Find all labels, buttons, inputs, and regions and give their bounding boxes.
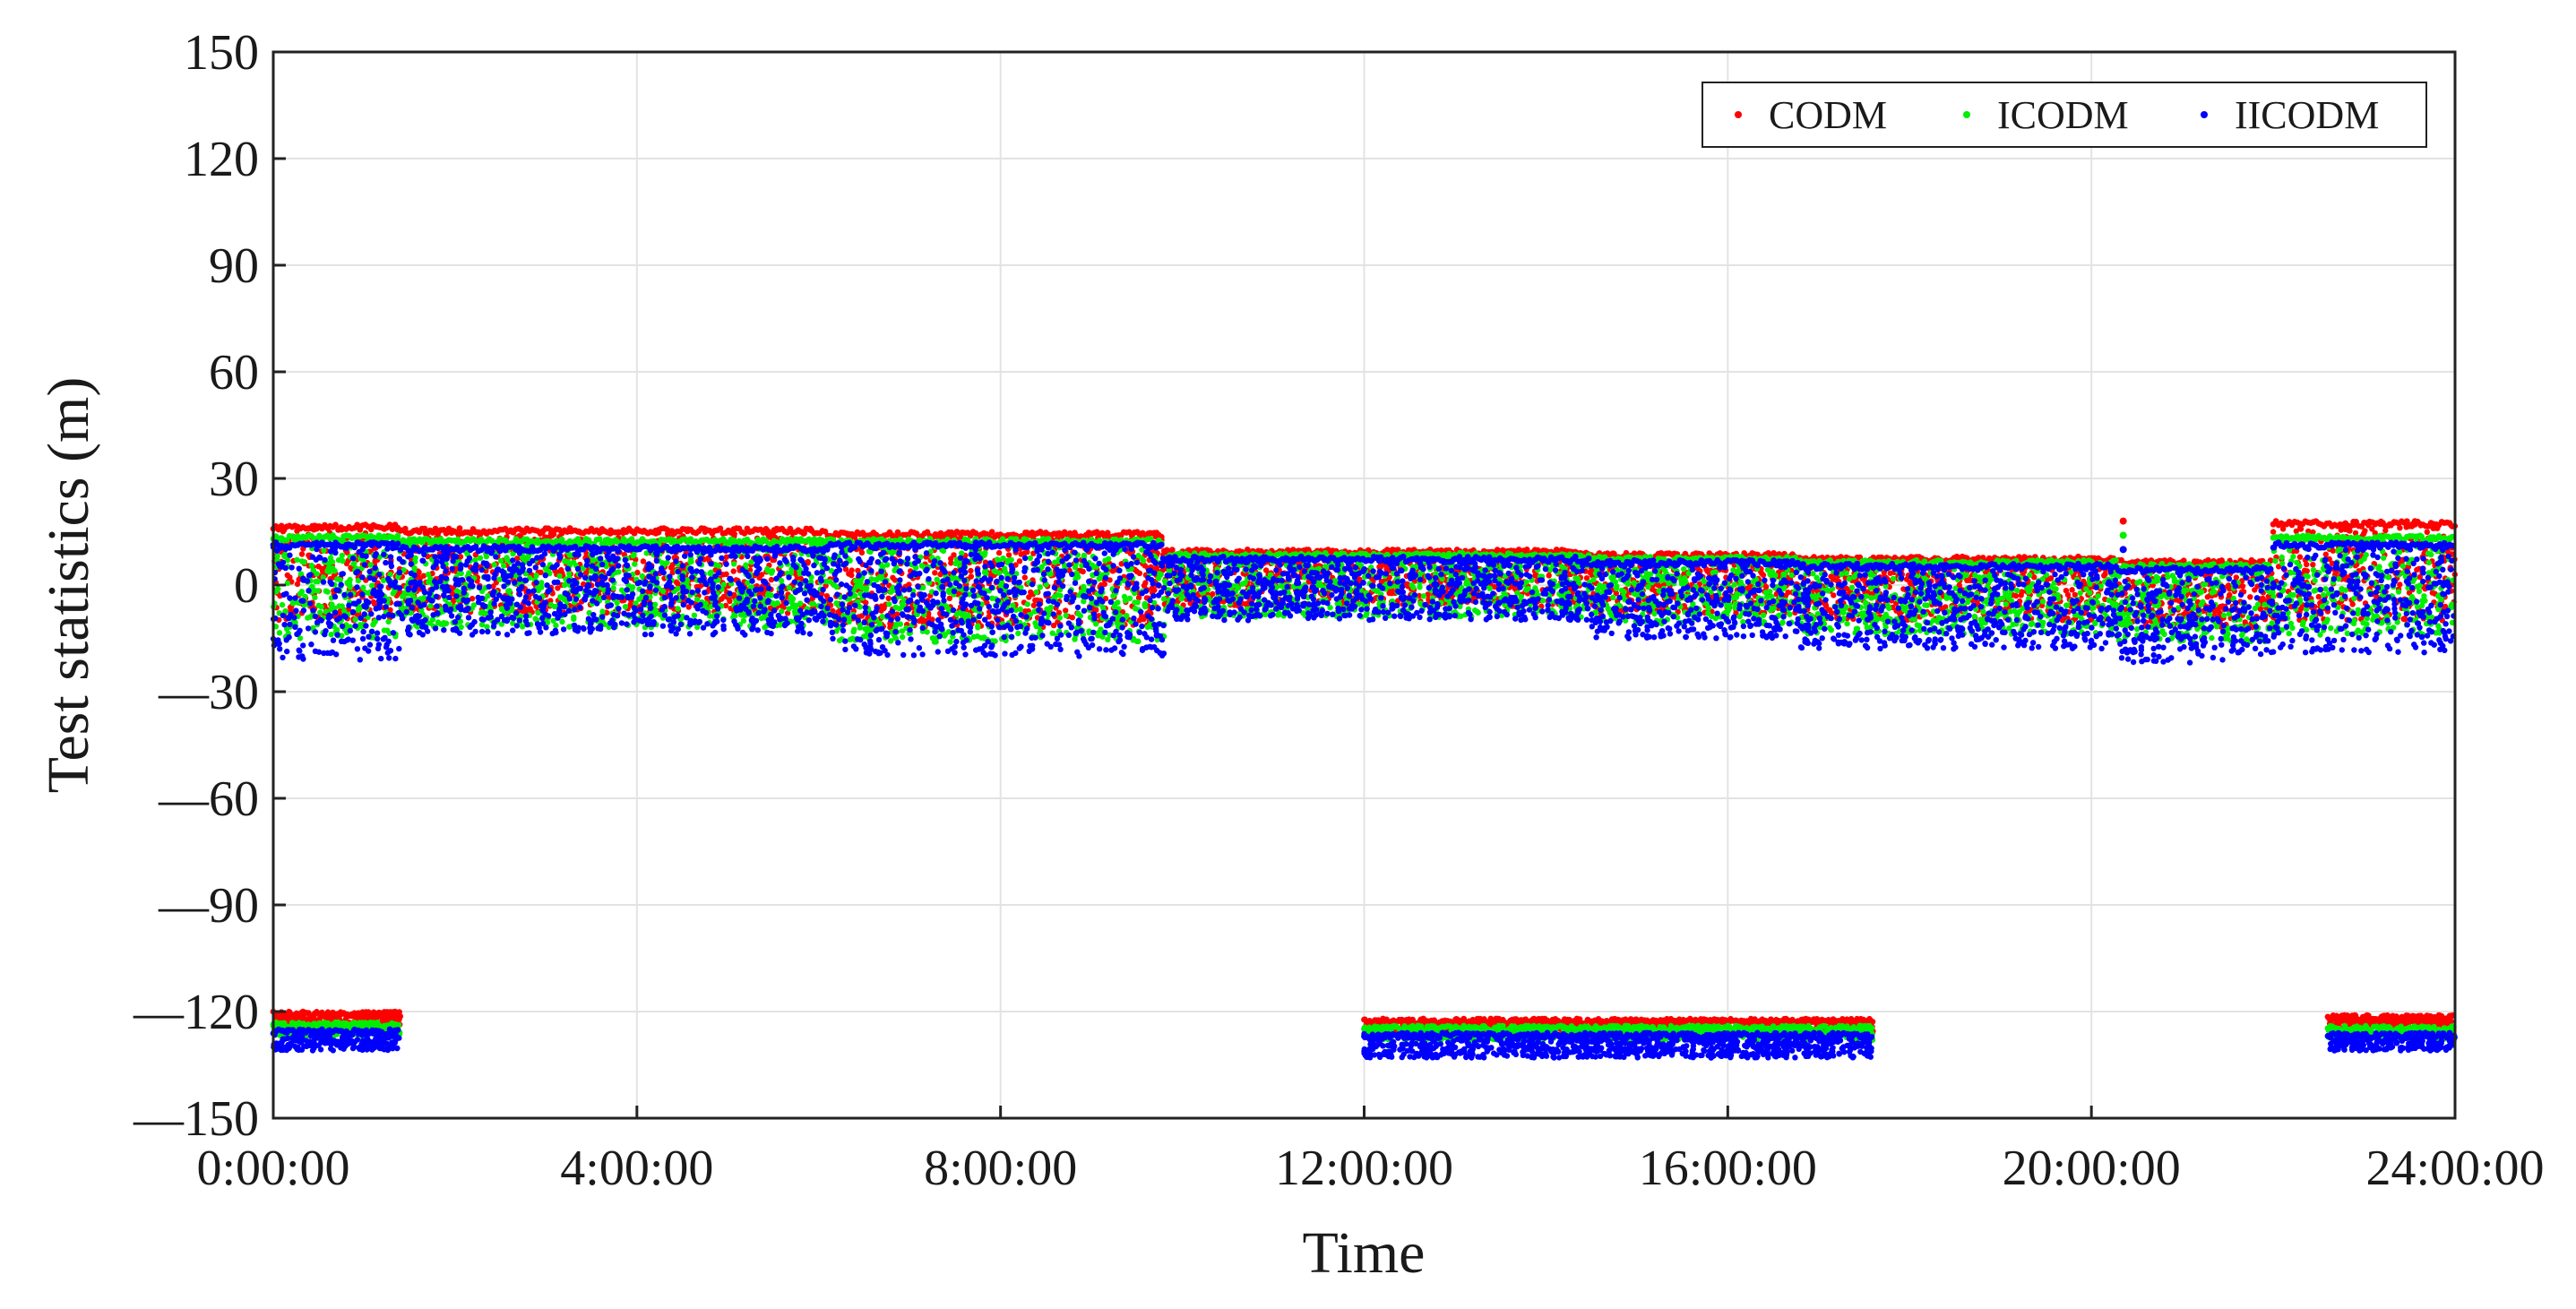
data-point — [1021, 550, 1028, 556]
data-point — [315, 564, 322, 570]
data-point — [2118, 556, 2125, 564]
data-point — [1063, 607, 1069, 614]
data-point — [1055, 609, 1063, 616]
data-point — [995, 549, 1003, 556]
data-point — [849, 567, 855, 573]
data-point — [685, 604, 692, 610]
data-point — [2226, 582, 2232, 589]
data-point — [1021, 574, 1029, 581]
data-point — [320, 568, 326, 575]
data-point — [2310, 562, 2316, 568]
data-point — [389, 526, 396, 532]
data-point — [1966, 577, 1973, 583]
data-point — [370, 599, 377, 606]
data-point — [1887, 570, 1893, 576]
data-point — [1026, 594, 1032, 600]
data-point — [2296, 554, 2304, 560]
data-point — [294, 581, 301, 588]
data-point — [1069, 615, 1076, 621]
data-point — [2397, 581, 2403, 588]
data-point — [730, 568, 737, 574]
data-point — [354, 521, 361, 529]
data-point — [555, 585, 561, 591]
data-point — [1030, 602, 1038, 608]
data-point — [2239, 583, 2246, 590]
data-point — [2302, 567, 2308, 573]
data-point — [968, 573, 975, 580]
data-point — [387, 607, 393, 613]
data-point — [1016, 558, 1023, 564]
data-point — [2322, 551, 2329, 557]
data-point — [722, 602, 729, 609]
data-point — [1759, 570, 1765, 577]
data-point — [394, 1009, 401, 1016]
data-point — [723, 571, 729, 577]
data-point — [2102, 571, 2108, 577]
data-point — [386, 521, 393, 528]
data-point — [2304, 561, 2310, 568]
data-point — [968, 567, 974, 574]
data-point — [2424, 529, 2430, 535]
series-layer — [270, 517, 2459, 1061]
data-point — [1142, 580, 1149, 586]
data-point — [916, 617, 923, 624]
data-point — [1546, 573, 1552, 579]
data-point — [1028, 589, 1034, 596]
data-point — [2247, 594, 2253, 600]
data-point — [2069, 587, 2075, 593]
data-point — [768, 576, 775, 583]
data-point — [514, 555, 521, 562]
data-point — [2012, 592, 2020, 599]
data-point — [890, 574, 896, 581]
data-point — [885, 595, 892, 601]
data-point — [2400, 616, 2407, 622]
data-point — [490, 583, 496, 590]
data-point — [2270, 529, 2277, 535]
data-point — [298, 551, 306, 557]
data-point — [332, 521, 339, 529]
data-point — [932, 570, 938, 576]
data-point — [1005, 552, 1012, 558]
data-point — [2349, 601, 2356, 607]
data-point — [720, 593, 728, 600]
data-point — [287, 574, 293, 581]
data-point — [1136, 570, 1143, 577]
data-point — [1032, 597, 1038, 604]
data-point — [2064, 591, 2072, 599]
